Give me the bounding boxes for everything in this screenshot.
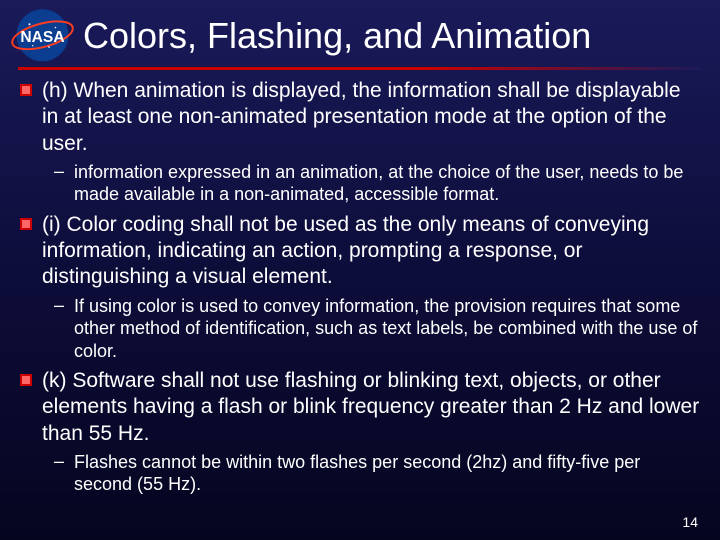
bullet-text: (i) Color coding shall not be used as th… [42,212,702,291]
svg-text:NASA: NASA [20,29,64,46]
dash-icon: – [54,295,64,363]
bullet-text: (k) Software shall not use flashing or b… [42,368,702,447]
bullet-icon [18,216,34,232]
sub-bullet-item: – Flashes cannot be within two flashes p… [54,451,702,496]
title-divider [18,67,702,70]
bullet-icon [18,372,34,388]
nasa-logo: NASA [10,8,75,63]
bullet-text: (h) When animation is displayed, the inf… [42,78,702,157]
bullet-item: (h) When animation is displayed, the inf… [18,78,702,157]
slide-title: Colors, Flashing, and Animation [83,16,591,56]
bullet-icon [18,82,34,98]
bullet-item: (k) Software shall not use flashing or b… [18,368,702,447]
dash-icon: – [54,161,64,206]
sub-bullet-item: – If using color is used to convey infor… [54,295,702,363]
slide-content: (h) When animation is displayed, the inf… [0,78,720,496]
bullet-item: (i) Color coding shall not be used as th… [18,212,702,291]
page-number: 14 [682,514,698,530]
sub-bullet-item: – information expressed in an animation,… [54,161,702,206]
sub-bullet-text: Flashes cannot be within two flashes per… [74,451,702,496]
sub-bullet-text: If using color is used to convey informa… [74,295,702,363]
dash-icon: – [54,451,64,496]
slide-header: NASA Colors, Flashing, and Animation [0,0,720,63]
sub-bullet-text: information expressed in an animation, a… [74,161,702,206]
nasa-logo-icon: NASA [10,8,75,63]
